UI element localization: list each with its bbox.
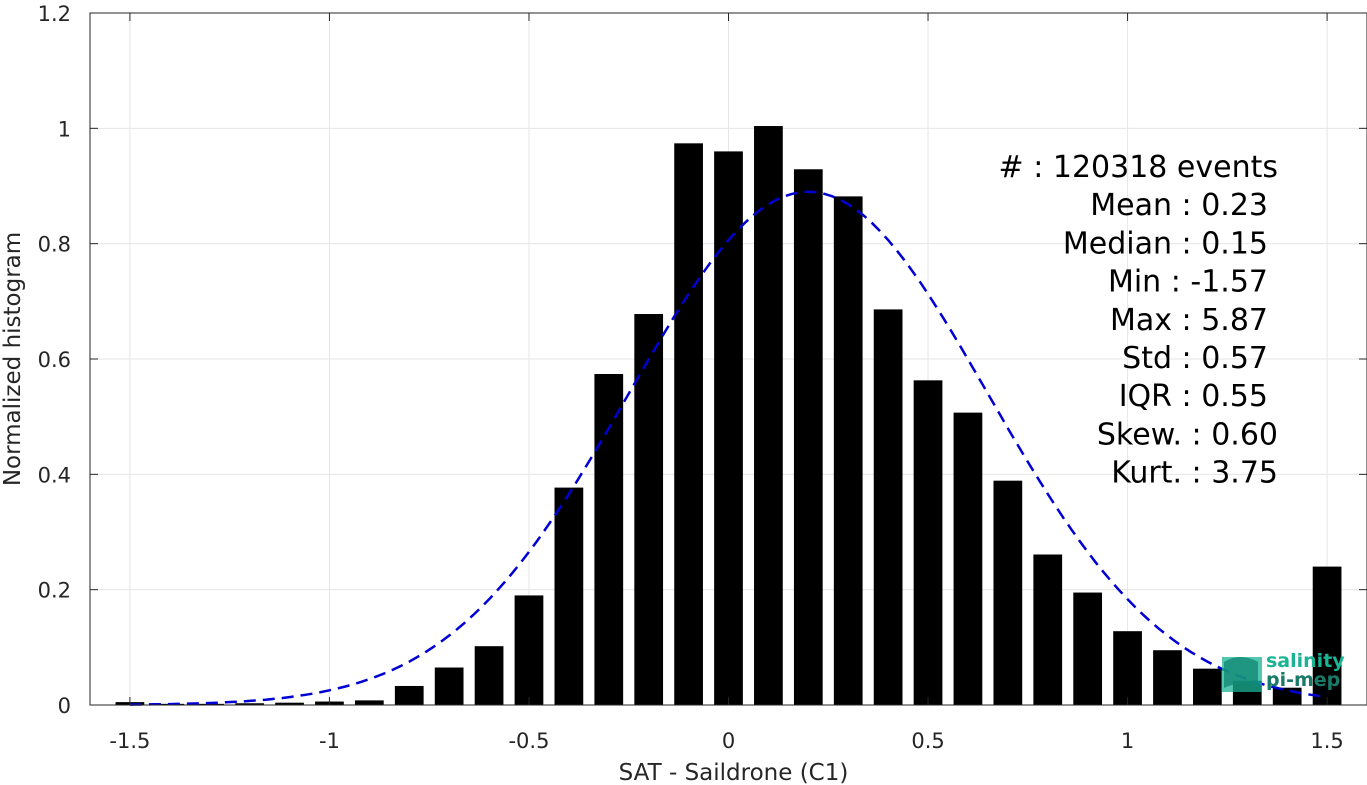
y-tick-label: 0 [58,694,71,718]
histogram-bar [1153,650,1182,705]
stat-line: Mean : 0.23 [1090,188,1268,223]
histogram-bar [235,703,264,705]
histogram-bar [514,595,544,705]
x-tick-label: -1 [319,729,340,753]
histogram-bar [394,685,424,705]
histogram-bar [993,480,1023,705]
histogram-bar [793,169,823,705]
x-tick-label: -1.5 [109,729,150,753]
histogram-bar [1073,592,1103,705]
histogram-bar [674,143,703,705]
histogram-bar [195,703,225,705]
stat-line: Min : -1.57 [1108,265,1268,300]
histogram-bar [594,373,624,705]
salinity-pi-mep-logo: salinity pi-mep [1222,650,1345,692]
histogram-bar [474,646,504,705]
histogram-bar [953,412,983,705]
stat-line: Skew. : 0.60 [1097,417,1278,452]
y-axis-ticks: 0 0.2 0.4 0.6 0.8 1 1.2 [38,2,1367,718]
logo-text-salinity: salinity [1266,650,1345,672]
x-tick-label: 1 [1121,729,1134,753]
logo-text-pi-mep: pi-mep [1266,669,1340,691]
histogram-bar [1312,566,1342,705]
histogram-bar [634,314,664,705]
histogram-bar [833,196,863,705]
histogram-bar [913,380,943,705]
histogram-bar [434,667,464,705]
y-tick-label: 0.2 [38,579,71,603]
y-tick-label: 0.6 [38,348,71,372]
stat-line: IQR : 0.55 [1119,379,1268,414]
stat-line: # : 120318 events [999,150,1278,185]
histogram-bar [873,309,903,705]
stat-line: Std : 0.57 [1122,341,1268,376]
x-tick-label: 1.5 [1310,729,1343,753]
histogram-bar [554,487,584,705]
x-tick-label: 0 [722,729,735,753]
y-tick-label: 1 [58,117,71,141]
y-tick-label: 1.2 [38,2,71,26]
x-tick-label: -0.5 [508,729,549,753]
stat-line: Kurt. : 3.75 [1111,456,1278,491]
histogram-bar [1113,631,1142,705]
histogram-bar [1193,668,1222,705]
histogram-bar [754,126,783,705]
histogram-bar [714,151,743,705]
y-tick-label: 0.4 [38,463,71,487]
stat-line: Max : 5.87 [1110,303,1268,338]
x-tick-label: 0.5 [911,729,944,753]
histogram-bar [1033,554,1063,705]
logo-wave-shade [1224,657,1258,688]
y-axis-label: Normalized histogram [0,232,26,486]
x-axis-label: SAT - Saildrone (C1) [619,760,849,785]
x-axis-ticks: -1.5 -1 -0.5 0 0.5 1 1.5 [109,13,1344,753]
gaussian-fit-curve [129,190,1328,706]
histogram-bar [275,702,304,705]
histogram-bar [354,700,384,705]
histogram-bars [115,126,1342,705]
stat-line: Median : 0.15 [1063,226,1268,261]
y-tick-label: 0.8 [38,233,71,257]
